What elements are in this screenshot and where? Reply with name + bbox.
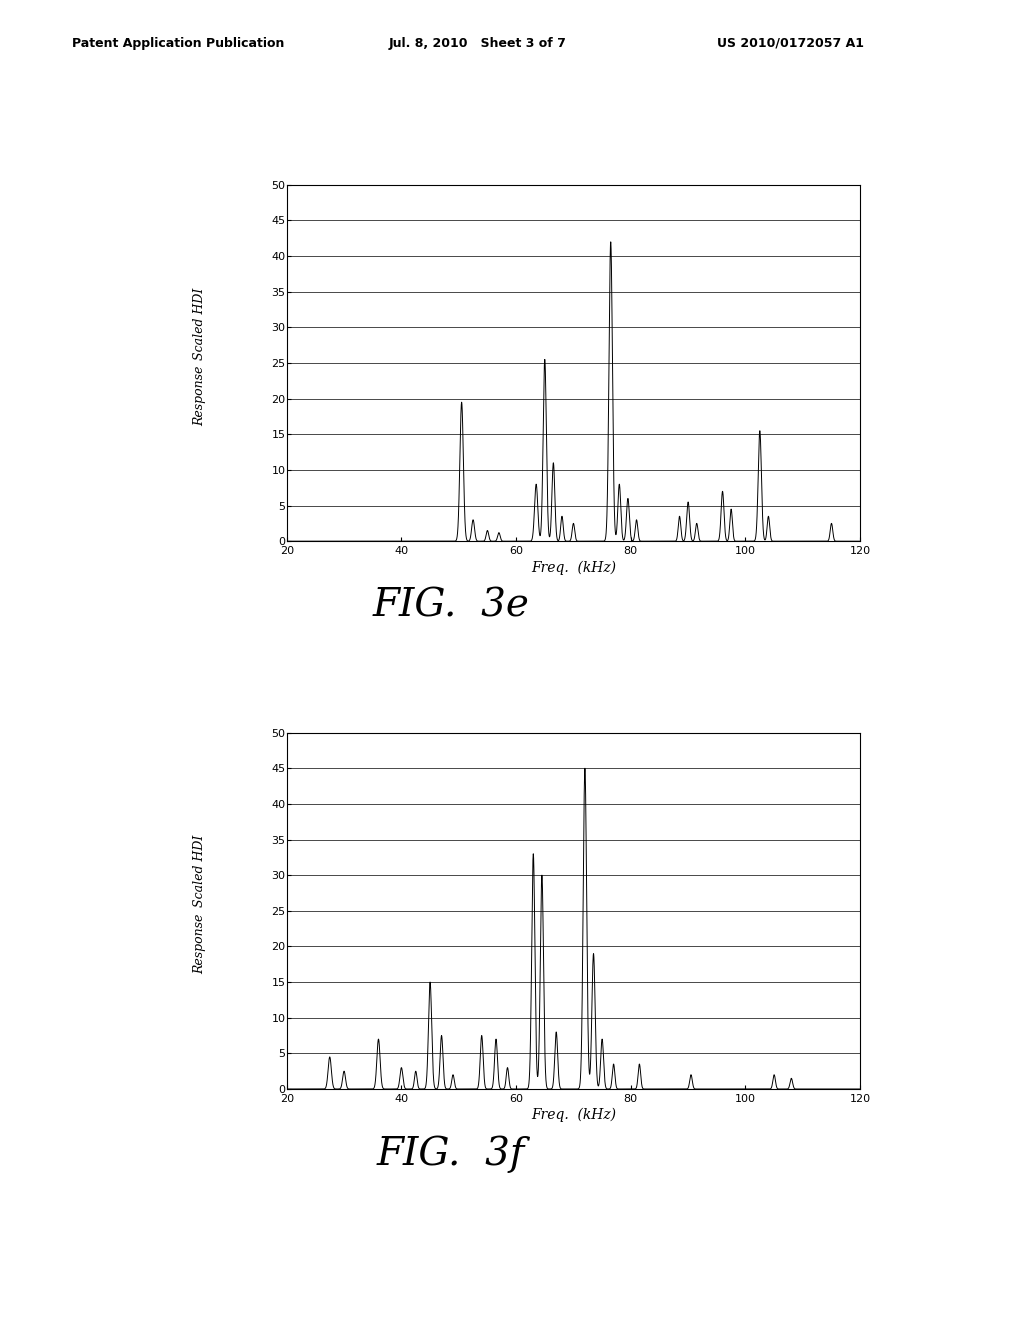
Text: US 2010/0172057 A1: US 2010/0172057 A1 — [717, 37, 864, 50]
Text: Jul. 8, 2010   Sheet 3 of 7: Jul. 8, 2010 Sheet 3 of 7 — [389, 37, 567, 50]
Text: Response: Response — [194, 913, 206, 974]
Text: Scaled HDI: Scaled HDI — [194, 836, 206, 907]
Text: FIG.  3f: FIG. 3f — [377, 1135, 524, 1172]
Text: Patent Application Publication: Patent Application Publication — [72, 37, 284, 50]
Text: FIG.  3e: FIG. 3e — [372, 587, 529, 624]
Text: Scaled HDI: Scaled HDI — [194, 288, 206, 359]
Text: Response: Response — [194, 366, 206, 426]
X-axis label: Freq.  (kHz): Freq. (kHz) — [530, 1107, 616, 1122]
X-axis label: Freq.  (kHz): Freq. (kHz) — [530, 560, 616, 574]
